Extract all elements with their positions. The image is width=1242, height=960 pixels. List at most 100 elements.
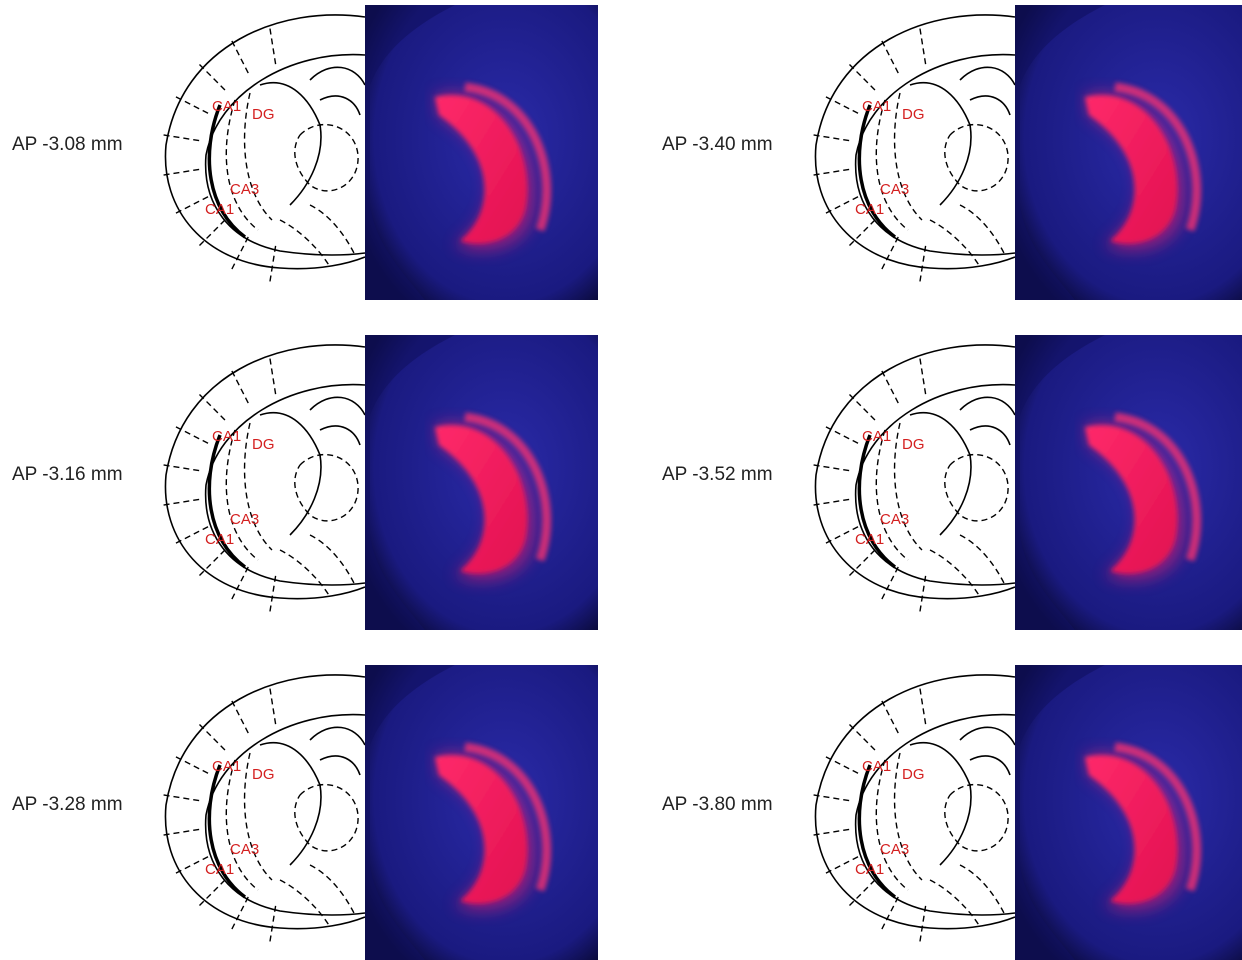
cortex-division (826, 97, 858, 113)
lower-structure (280, 205, 355, 267)
dg-arc (260, 413, 321, 535)
cortex-division (826, 857, 858, 873)
region-label: CA1 (212, 758, 241, 775)
cortex-division (270, 29, 276, 65)
dg-arc (260, 743, 321, 865)
cortex-division (882, 371, 898, 403)
cortex-division (882, 41, 898, 73)
region-label: CA1 (212, 428, 241, 445)
atlas-drawing (164, 345, 365, 611)
region-label: CA3 (880, 841, 909, 858)
ventricle (960, 727, 1015, 775)
cortex-division (176, 97, 208, 113)
cortex-division (164, 169, 200, 175)
thalamus (945, 125, 1008, 191)
region-label: CA1 (862, 98, 891, 115)
cortex-division (270, 246, 276, 282)
figure: AP -3.08 mm CA1 DG CA3 CA1 AP -3.16 mm CA1 DG CA… (0, 0, 1242, 960)
cortex-division (920, 29, 926, 65)
cortex-division (849, 394, 874, 419)
cortex-division (849, 220, 874, 245)
thalamus (295, 785, 358, 851)
ventricle (310, 397, 365, 445)
cortex-division (882, 701, 898, 733)
cortex-division (920, 689, 926, 725)
region-label: CA1 (862, 758, 891, 775)
cortex-division (882, 567, 898, 599)
thalamus (295, 125, 358, 191)
thalamus (945, 455, 1008, 521)
cortex-division (814, 499, 850, 505)
region-label: CA3 (880, 511, 909, 528)
region-label: CA3 (230, 511, 259, 528)
atlas-outline (815, 345, 1015, 599)
cortex-division (232, 701, 248, 733)
region-label: CA1 (205, 531, 234, 548)
region-label: CA3 (230, 181, 259, 198)
ventricle (310, 67, 365, 115)
atlas-outline (165, 675, 365, 929)
cortex-division (920, 359, 926, 395)
section-label: AP -3.40 mm (662, 134, 773, 155)
atlas-drawing (814, 675, 1015, 941)
dg-arc (910, 413, 971, 535)
cortex-division (920, 246, 926, 282)
panel: AP -3.08 mmCA1DGCA3CA1 (12, 5, 598, 300)
cortex-division (232, 897, 248, 929)
thalamus (295, 455, 358, 521)
section-label: AP -3.16 mm (12, 464, 123, 485)
region-label: DG (252, 106, 275, 123)
panel: AP -3.80 mmCA1DGCA3CA1 (662, 665, 1242, 960)
cortex-division (176, 427, 208, 443)
cortex-division (814, 169, 850, 175)
cortex-division (164, 829, 200, 835)
region-label: CA1 (212, 98, 241, 115)
region-label: DG (252, 436, 275, 453)
region-label: CA3 (880, 181, 909, 198)
atlas-drawing (814, 15, 1015, 281)
thalamus (945, 785, 1008, 851)
cortex-division (826, 757, 858, 773)
fluorescence-image (365, 5, 598, 300)
dg-arc (910, 83, 971, 205)
cortex-division (232, 237, 248, 269)
cortex-division (176, 197, 208, 213)
panel: AP -3.52 mmCA1DGCA3CA1 (662, 335, 1242, 630)
ventricle (960, 397, 1015, 445)
cortex-division (232, 371, 248, 403)
region-label: DG (902, 436, 925, 453)
region-label: DG (902, 766, 925, 783)
atlas-drawing (164, 675, 365, 941)
region-label: CA1 (855, 201, 884, 218)
cortex-division (826, 197, 858, 213)
region-label: CA1 (205, 861, 234, 878)
dg-arc (910, 743, 971, 865)
dg-arc (260, 83, 321, 205)
cortex-division (199, 220, 224, 245)
lower-structure (280, 865, 355, 927)
atlas-outline (815, 675, 1015, 929)
atlas-outline (165, 15, 365, 269)
cortex-division (849, 64, 874, 89)
fluorescence-image (365, 335, 598, 630)
section-label: AP -3.08 mm (12, 134, 123, 155)
cortex-division (199, 880, 224, 905)
fluorescence-image (1015, 5, 1242, 300)
cortex-division (164, 499, 200, 505)
region-label: DG (252, 766, 275, 783)
fluorescence-image (1015, 665, 1242, 960)
panel: AP -3.16 mm CA1 DG CA3 CA1 (12, 335, 598, 630)
cortex-division (814, 795, 850, 801)
cortex-division (814, 465, 850, 471)
lower-structure (930, 205, 1005, 267)
cortex-division (164, 795, 200, 801)
cortex-division (270, 576, 276, 612)
cortex-division (176, 757, 208, 773)
cortex-division (232, 567, 248, 599)
cortex-division (270, 689, 276, 725)
cortex-division (882, 237, 898, 269)
lower-structure (930, 865, 1005, 927)
ventricle (960, 67, 1015, 115)
